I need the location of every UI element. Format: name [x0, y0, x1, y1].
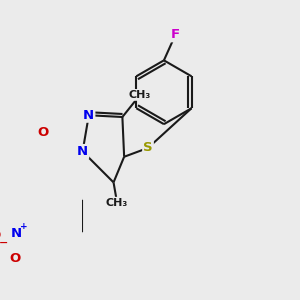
Text: N: N [83, 109, 94, 122]
Text: N: N [11, 227, 22, 240]
Text: CH₃: CH₃ [106, 198, 128, 208]
Text: CH₃: CH₃ [129, 90, 151, 100]
Text: F: F [171, 28, 180, 41]
Text: +: + [20, 222, 28, 231]
Text: O: O [10, 252, 21, 265]
Text: N: N [77, 145, 88, 158]
Text: O: O [0, 229, 1, 242]
Text: S: S [143, 141, 153, 154]
Text: −: − [0, 238, 8, 248]
Text: O: O [37, 125, 49, 139]
